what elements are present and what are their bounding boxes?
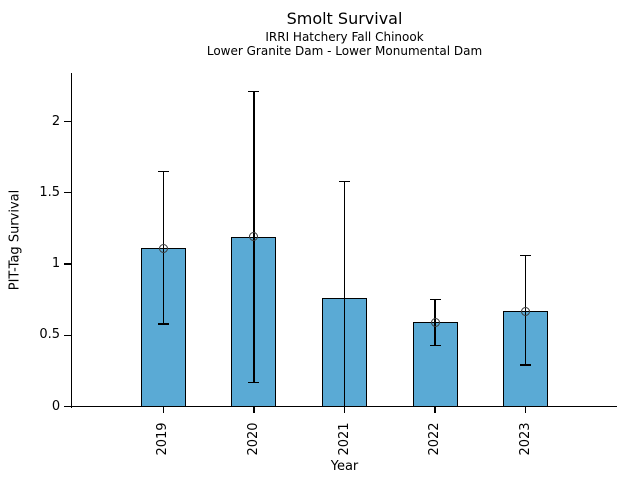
x-tick <box>525 407 527 414</box>
y-tick <box>64 334 71 336</box>
error-bar-upper-cap-2023 <box>520 254 532 257</box>
y-axis-label: PIT-Tag Survival <box>7 189 23 291</box>
x-tick <box>343 407 346 414</box>
error-bar-lower-cap-2022 <box>429 344 441 346</box>
y-tick <box>64 405 71 408</box>
x-tick-label: 2020 <box>245 422 261 456</box>
y-tick-label: 0.5 <box>39 327 61 343</box>
chart-subtitle-line1: IRRI Hatchery Fall Chinook <box>265 30 424 44</box>
x-tick-label: 2022 <box>427 422 443 456</box>
x-tick-label: 2019 <box>155 422 171 456</box>
error-bar-lower-cap-2023 <box>520 364 532 366</box>
chart-subtitle-line2: Lower Granite Dam - Lower Monumental Dam <box>206 44 483 58</box>
y-tick-label: 1 <box>51 256 61 271</box>
error-bar-upper-cap-2021 <box>339 180 350 183</box>
x-axis-label: Year <box>330 459 359 474</box>
y-tick-label: 2 <box>51 113 61 129</box>
chart-title: Smolt Survival <box>286 9 403 28</box>
y-tick-label: 1.5 <box>39 184 61 200</box>
x-tick <box>434 407 436 414</box>
error-bar-upper-cap-2022 <box>429 298 441 301</box>
error-bar-lower-cap-2021 <box>339 405 350 408</box>
x-tick <box>162 407 164 414</box>
error-bar-lower-cap-2019 <box>157 323 169 325</box>
y-tick <box>64 263 71 265</box>
data-point-marker-2023 <box>521 306 531 316</box>
y-axis-spine <box>70 73 72 408</box>
y-tick <box>64 192 71 194</box>
data-point-marker-2022 <box>430 317 440 327</box>
y-tick <box>64 120 71 123</box>
error-bar-2021 <box>343 181 346 407</box>
x-tick-label: 2021 <box>336 422 352 456</box>
x-tick-label: 2023 <box>517 422 533 456</box>
data-point-marker-2019 <box>158 243 168 253</box>
y-tick-label: 0 <box>51 398 61 414</box>
error-bar-upper-cap-2019 <box>157 170 169 173</box>
error-bar-lower-cap-2020 <box>248 381 260 383</box>
x-tick <box>253 407 255 414</box>
error-bar-upper-cap-2020 <box>248 90 260 93</box>
data-point-marker-2020 <box>249 232 259 242</box>
